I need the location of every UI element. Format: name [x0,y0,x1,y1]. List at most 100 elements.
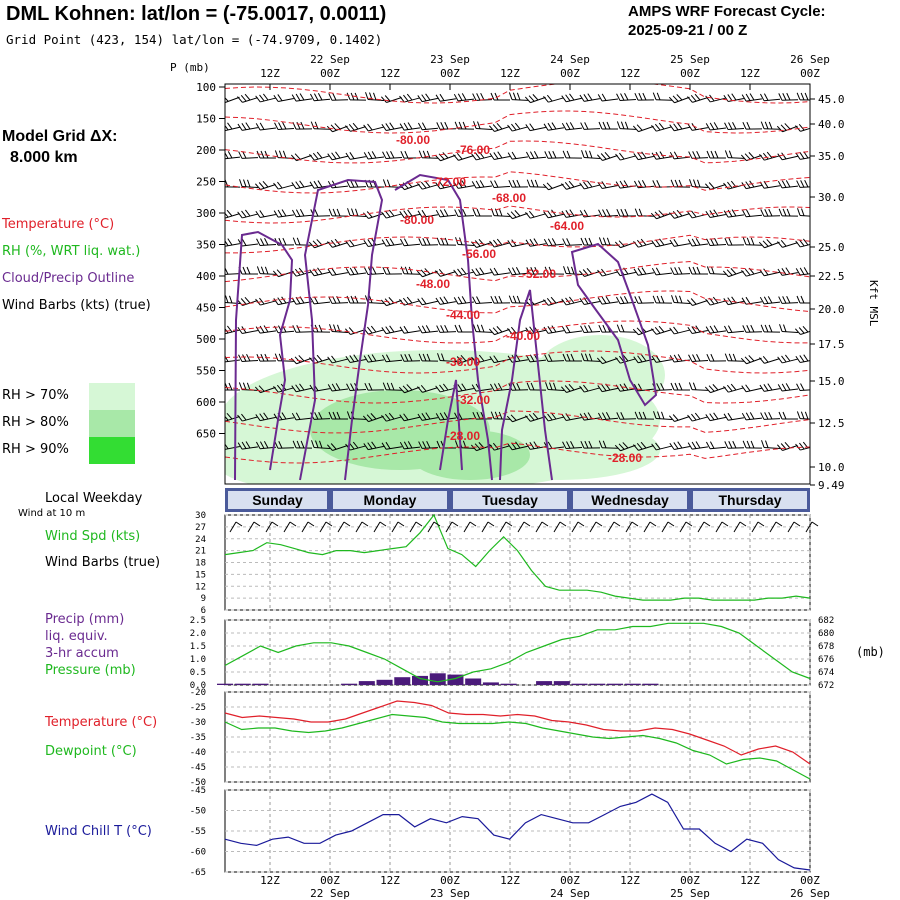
surface-wind-barb [805,521,819,533]
precip-tick: 0.5 [190,668,206,678]
precip-tick: 2.0 [190,629,206,639]
wind-barb [723,325,745,334]
wind-barb [290,355,312,365]
isotherm-line [225,140,810,164]
wind-barb [581,150,601,160]
wind-barb [561,93,582,103]
wind-barb [705,412,726,422]
height-tick-label: 20.0 [818,303,845,316]
isotherm-line [225,110,810,134]
weekday-label: Wednesday [591,492,669,508]
legend-rh80: RH > 80% [2,415,69,430]
isotherm-line [225,350,810,374]
wind-barb [759,93,781,102]
wind-barb [437,353,457,363]
pressure-tick: 678 [818,642,834,652]
surface-wind-barb [427,521,441,533]
wind-barb [256,353,277,362]
wind-barb [526,266,547,275]
wind-barb [705,325,726,334]
wind-barb [543,94,564,103]
wind-barb [580,122,601,130]
precip-bar [341,683,358,685]
pressure-tick: 676 [818,655,834,665]
bottom-time-tick: 12Z [500,874,520,887]
pressure-tick: 682 [818,616,834,626]
bottom-time-tick: 12Z [620,874,640,887]
pressure-tick-label: 350 [196,239,216,252]
main-axes: 100 150 200 250 300 350 400 450 500 550 600 650 45.0… [196,53,844,492]
wind-barb [225,325,240,335]
wind-barb [633,267,654,276]
wind-barb [292,325,313,333]
wind-barb [778,208,799,217]
precip-bar [589,683,606,685]
wind-barb [741,93,762,102]
wind-barb [489,355,510,364]
isotherm-line [225,410,810,434]
wind-barb [777,152,798,161]
wind-barb [472,208,492,217]
wind-barb [273,94,294,103]
precip-bar [624,683,641,685]
precip-label: Precip (mm) [45,612,125,627]
weekday-cell-inner [228,491,327,509]
wind-barb [435,181,456,190]
surface-wind-barb [607,521,621,533]
wind-barb [435,296,456,305]
wind-barb [381,209,402,219]
precip-bar [607,683,623,685]
pressure-axis-title: P (mb) [170,61,210,74]
wind-barb [778,411,798,420]
rh-shading [225,335,665,484]
isotherm-label: -80.00 [396,133,430,147]
pressure-tick-label: 400 [196,270,216,283]
wind-speed-panel [224,514,811,611]
isotherm-line [225,290,810,314]
isotherm-line [225,205,810,224]
wind-barb [615,267,636,277]
wind-barb [254,385,276,394]
wind-barb [345,354,366,364]
wind-barb [255,93,276,103]
wind-barb [363,123,384,132]
wind-barb [705,209,726,219]
temperature-tick: -50 [190,778,206,788]
surface-wind-barb [499,521,513,533]
surface-wind-barb [697,521,711,533]
wind-barb [632,124,654,133]
wind-barb [326,443,348,451]
surface-wind-barb [283,521,297,533]
wind-barb [579,180,600,190]
wind-barb [490,180,511,189]
wind-barb [418,237,439,246]
height-tick-label: 17.5 [818,338,845,351]
isotherm-lines [225,84,810,464]
surface-wind-barb [517,521,531,533]
wind-barb [616,412,637,420]
precip-bar [234,683,251,685]
rh80-swatch [89,410,135,437]
wind-barb [598,237,619,246]
wind-barb [777,354,798,364]
wind-barb [363,151,385,160]
top-date-label: 26 Sep [790,53,830,66]
page-title: DML Kohnen: lat/lon = (-75.0017, 0.0011) [6,3,387,25]
legend-wind-barbs: Wind Barbs (kts) (true) [2,298,151,313]
wind-barb [381,238,402,247]
wind-barb [239,179,259,189]
wind-barb [345,239,366,248]
wind-barb [508,179,529,188]
wind-barb [238,353,259,363]
surface-wind-barb [373,521,387,533]
wind-barb [380,297,402,307]
wind-barb [255,412,276,422]
wind-barb [524,94,546,104]
mb-axis-title: (mb) [856,645,885,659]
wind-barb [740,355,762,365]
wind-barb [472,324,493,333]
wind-barb [688,382,709,391]
top-time-tick: 12Z [620,67,640,80]
bottom-time-tick: 00Z [440,874,460,887]
pressure-tick-label: 550 [196,365,216,378]
